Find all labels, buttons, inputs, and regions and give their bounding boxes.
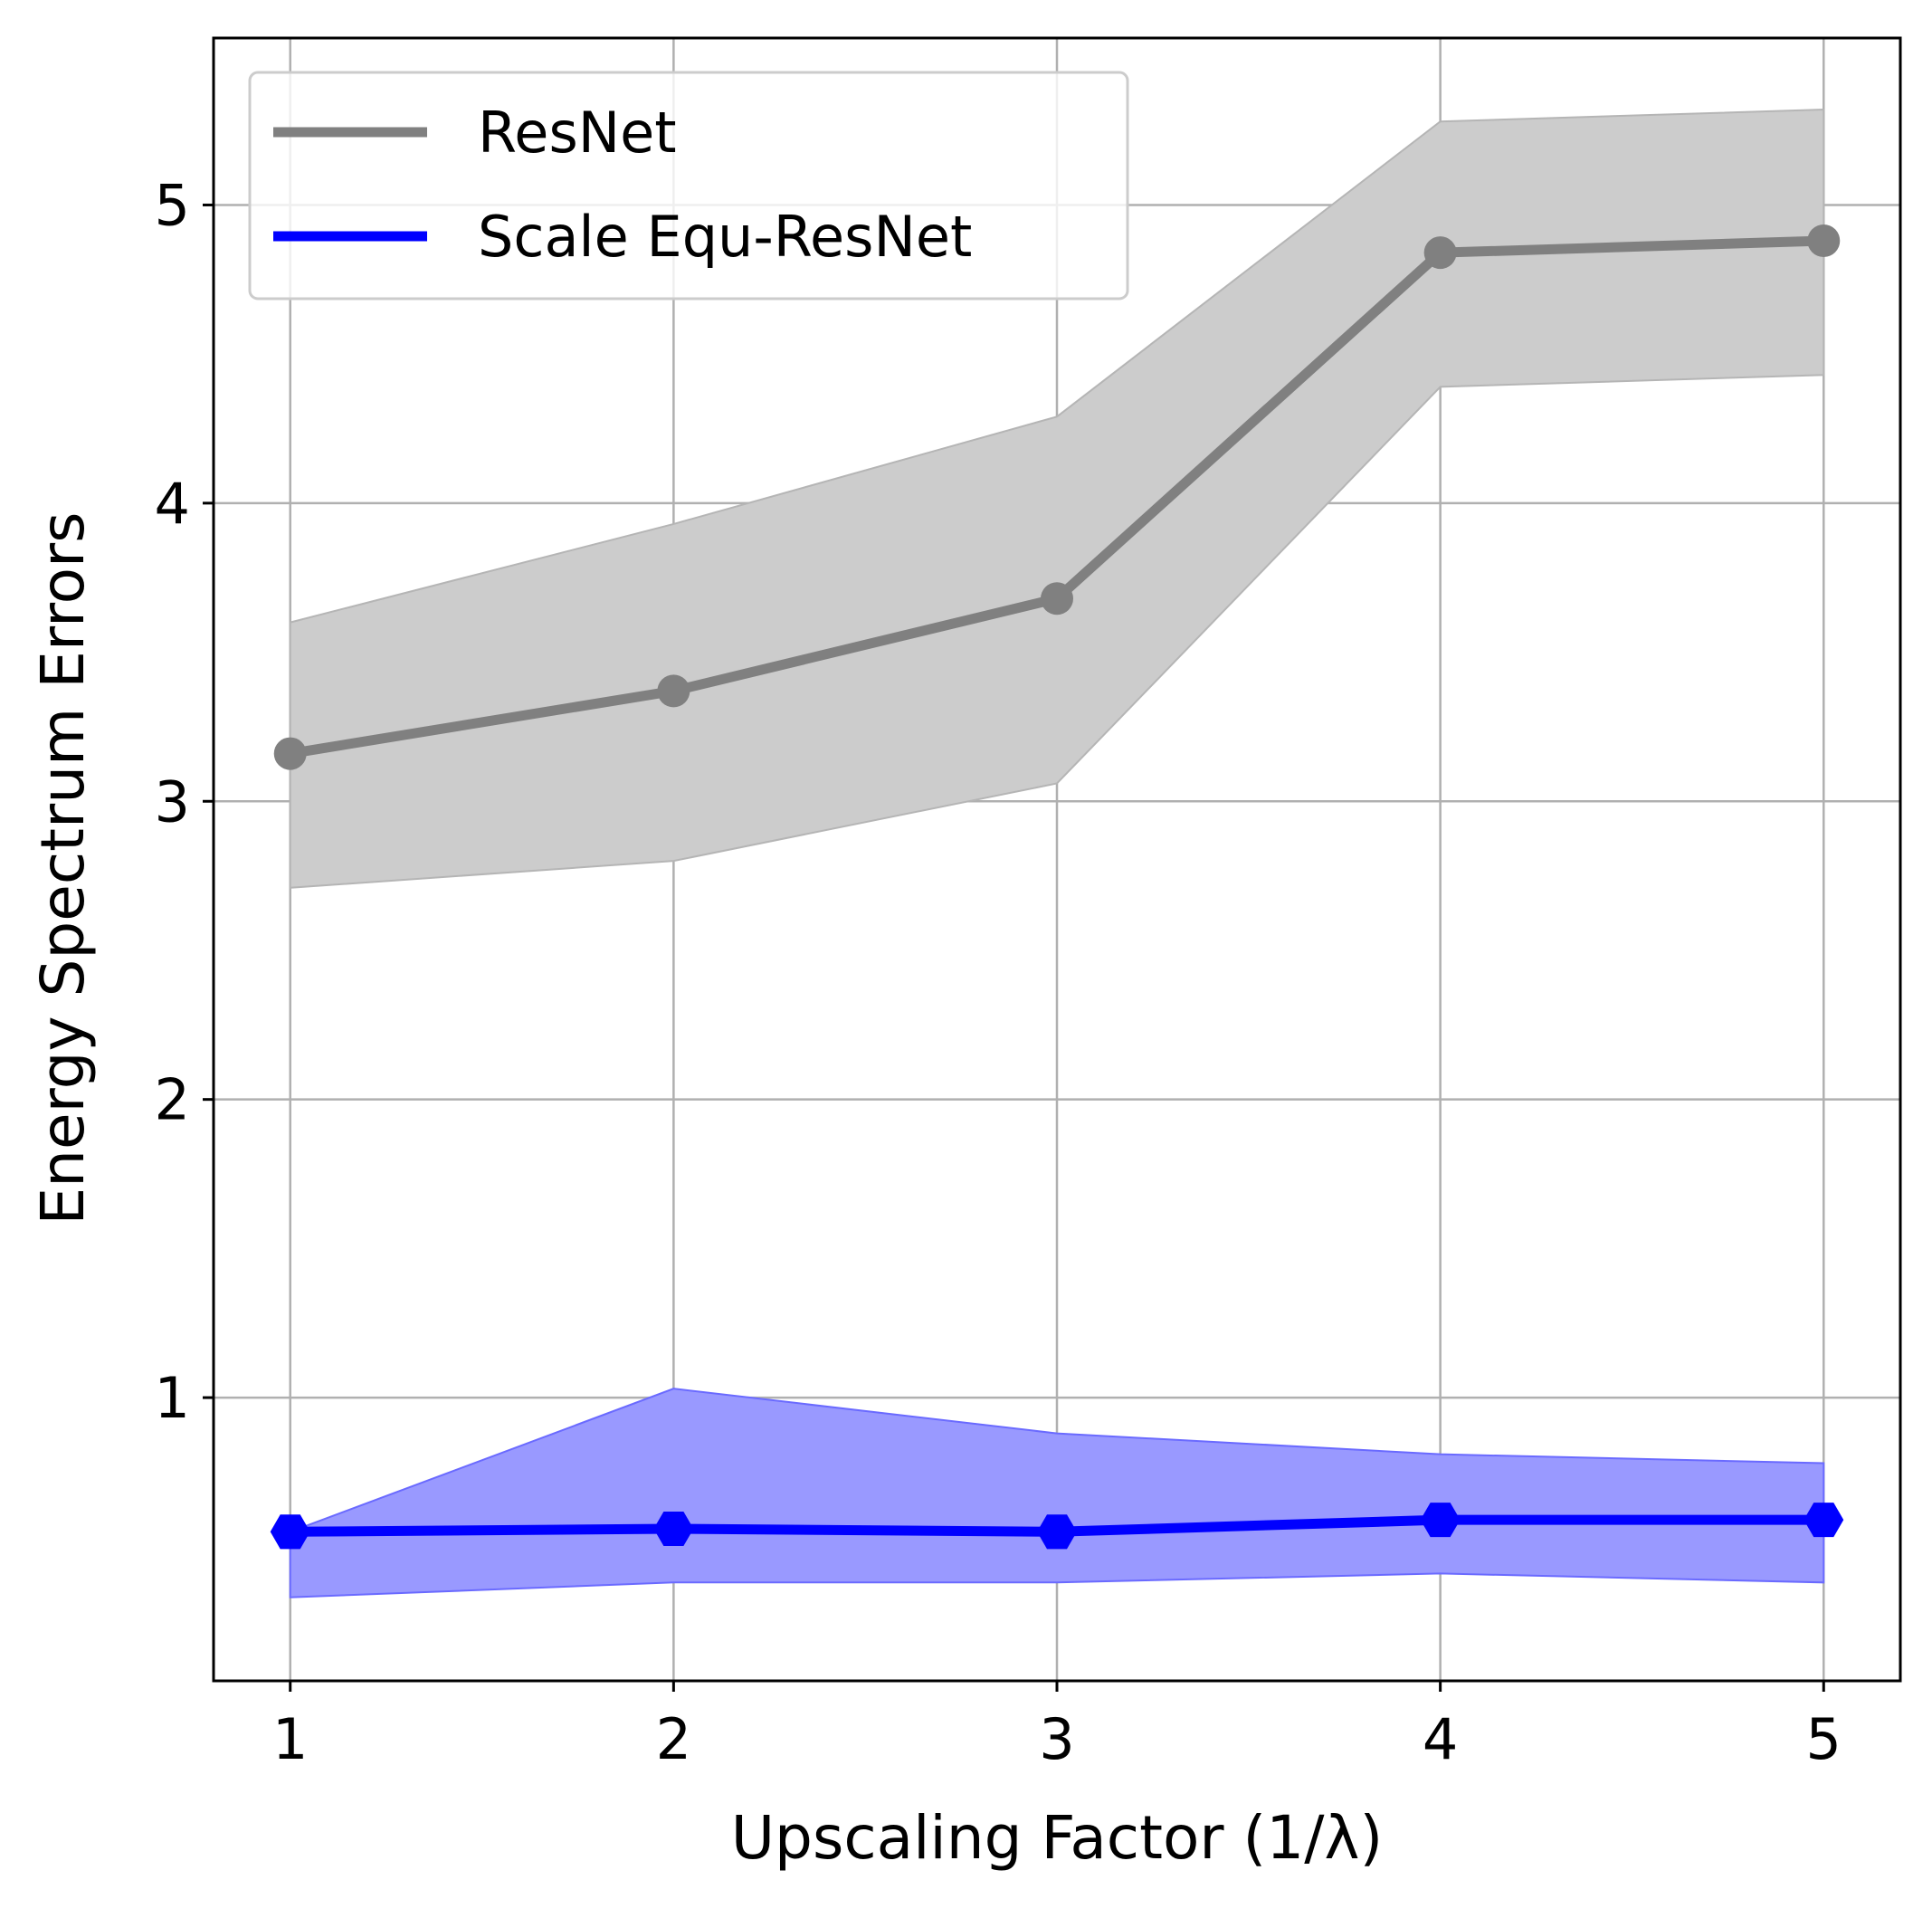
y-tick-label: 3 xyxy=(155,768,190,835)
marker-scale-equ-resnet xyxy=(1804,1503,1844,1538)
x-tick-label: 5 xyxy=(1806,1706,1842,1772)
x-tick-label: 2 xyxy=(656,1706,691,1772)
marker-scale-equ-resnet xyxy=(1420,1503,1461,1538)
marker-resnet xyxy=(1423,236,1457,270)
marker-scale-equ-resnet xyxy=(1037,1514,1077,1550)
marker-resnet xyxy=(657,674,690,708)
x-axis-label: Upscaling Factor (1/λ) xyxy=(731,1803,1384,1873)
marker-resnet xyxy=(1807,224,1841,257)
y-tick-label: 2 xyxy=(155,1067,190,1133)
legend: ResNet Scale Equ-ResNet xyxy=(248,71,1129,301)
y-tick-label: 1 xyxy=(155,1365,190,1431)
y-axis-label: Energy Spectrum Errors xyxy=(28,511,98,1225)
marker-scale-equ-resnet xyxy=(653,1511,694,1547)
marker-resnet xyxy=(1041,582,1073,615)
axis-ticks: 1 2 3 4 5 1 2 3 4 5 xyxy=(155,172,1842,1772)
marker-scale-equ-resnet xyxy=(270,1514,310,1550)
legend-label-scale-equ-resnet: Scale Equ-ResNet xyxy=(478,204,972,270)
x-tick-label: 4 xyxy=(1423,1706,1458,1772)
x-tick-label: 3 xyxy=(1039,1706,1074,1772)
marker-resnet xyxy=(273,737,307,770)
y-tick-label: 4 xyxy=(155,471,190,537)
legend-label-resnet: ResNet xyxy=(478,100,677,166)
series-markers xyxy=(270,224,1844,1550)
legend-box xyxy=(248,71,1129,301)
x-tick-label: 1 xyxy=(272,1706,308,1772)
y-tick-label: 5 xyxy=(155,172,190,238)
